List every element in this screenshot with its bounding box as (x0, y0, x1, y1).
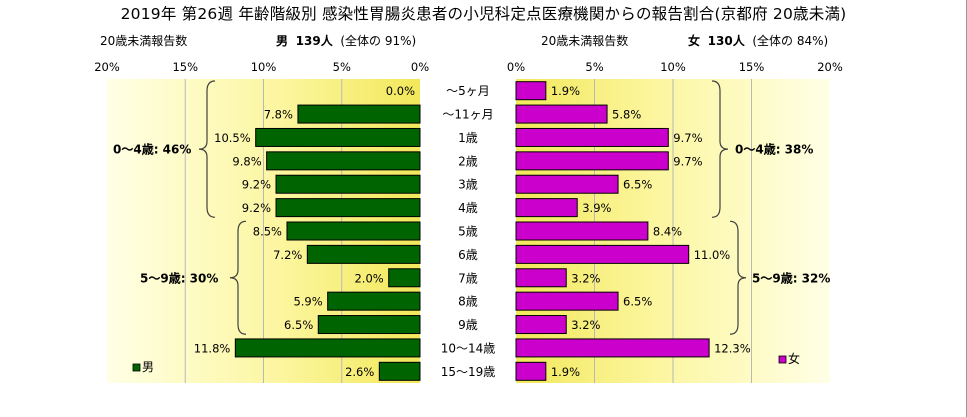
male-data-label: 9.8% (232, 154, 261, 168)
male-bar (306, 244, 421, 264)
male-header-summary: 男 139人 (全体の 91%) (276, 32, 416, 49)
male-bar (255, 127, 421, 147)
male-header-left: 20歳未満報告数 (100, 34, 188, 48)
male-bar (266, 151, 421, 171)
female-bar (515, 151, 669, 171)
male-x-tick-label: 15% (172, 60, 198, 74)
female-data-label: 3.2% (571, 271, 600, 285)
female-bar (515, 338, 710, 358)
male-group-bracket (229, 220, 247, 335)
male-x-tick-label: 10% (251, 60, 277, 74)
category-label: 3歳 (458, 178, 478, 192)
male-data-label: 6.5% (284, 318, 313, 332)
female-header-label: 女 (688, 34, 701, 48)
category-label: 10〜14歳 (441, 341, 496, 355)
female-data-label: 11.0% (694, 248, 731, 262)
male-legend-label: 男 (142, 360, 154, 374)
male-bar (327, 291, 421, 311)
male-header-share: (全体の 91%) (340, 34, 417, 48)
male-group-bracket (198, 80, 216, 218)
male-group-label: 0〜4歳: 46% (113, 142, 191, 157)
chart-title: 2019年 第26週 年齢階級別 感染性胃腸炎患者の小児科定点医療機関からの報告… (120, 5, 847, 23)
female-data-label: 6.5% (623, 295, 652, 309)
category-label: 1歳 (458, 131, 478, 145)
category-label: 2歳 (458, 154, 478, 168)
female-legend-swatch (778, 355, 787, 364)
female-bar (515, 81, 547, 101)
female-bar (515, 174, 619, 194)
female-header-left: 20歳未満報告数 (541, 34, 629, 48)
male-bar (378, 361, 421, 381)
female-bar (515, 104, 608, 124)
male-data-label: 2.6% (345, 365, 374, 379)
female-group-label: 0〜4歳: 38% (735, 142, 813, 157)
female-bar (515, 198, 578, 218)
female-x-tick-label: 20% (817, 60, 843, 74)
male-data-label: 0.0% (386, 84, 415, 98)
category-label: 5歳 (458, 225, 478, 239)
female-group-bracket (711, 80, 729, 218)
female-data-label: 6.5% (623, 178, 652, 192)
male-data-label: 9.2% (242, 201, 271, 215)
male-bar (275, 174, 421, 194)
female-bar (515, 221, 649, 241)
category-label: 15〜19歳 (441, 365, 496, 379)
female-data-label: 9.7% (673, 154, 702, 168)
male-data-label: 5.9% (293, 295, 322, 309)
female-group-label: 5〜9歳: 32% (752, 270, 830, 285)
male-legend-swatch (132, 363, 141, 372)
female-data-label: 12.3% (714, 341, 751, 355)
female-legend-label: 女 (788, 351, 800, 366)
male-data-label: 9.2% (242, 178, 271, 192)
female-bar (515, 268, 567, 288)
male-data-label: 11.8% (194, 341, 231, 355)
female-bar (515, 244, 690, 264)
category-label: 9歳 (458, 318, 478, 332)
female-header-summary: 女 130人 (全体の 84%) (688, 32, 828, 49)
female-header-count: 130人 (707, 34, 745, 48)
female-x-tick-label: 10% (660, 60, 686, 74)
category-label: 〜5ヶ月 (446, 84, 490, 98)
female-data-label: 1.9% (551, 84, 580, 98)
category-label: 〜11ヶ月 (442, 108, 493, 122)
male-bar (286, 221, 421, 241)
female-data-label: 3.2% (571, 318, 600, 332)
female-bar (515, 291, 619, 311)
female-bar (515, 315, 567, 335)
female-data-label: 8.4% (653, 225, 682, 239)
male-header-count: 139人 (295, 34, 333, 48)
male-header-label: 男 (276, 34, 289, 48)
female-header-share: (全体の 84%) (752, 34, 829, 48)
female-data-label: 9.7% (673, 131, 702, 145)
male-group-label: 5〜9歳: 30% (140, 270, 218, 285)
male-data-label: 7.8% (264, 108, 293, 122)
male-bar (388, 268, 421, 288)
female-data-label: 1.9% (551, 365, 580, 379)
male-data-label: 8.5% (253, 225, 282, 239)
category-label: 7歳 (458, 271, 478, 285)
category-label: 8歳 (458, 295, 478, 309)
female-data-label: 5.8% (612, 108, 641, 122)
male-bar (234, 338, 421, 358)
female-bar (515, 127, 669, 147)
male-data-label: 7.2% (273, 248, 302, 262)
male-x-tick-label: 0% (411, 60, 429, 74)
female-bar (515, 361, 547, 381)
male-data-label: 2.0% (354, 271, 383, 285)
category-label: 4歳 (458, 201, 478, 215)
male-bar (297, 104, 421, 124)
male-bar (317, 315, 421, 335)
male-data-label: 10.5% (214, 131, 251, 145)
female-data-label: 3.9% (582, 201, 611, 215)
male-bar (275, 198, 421, 218)
category-label: 6歳 (458, 248, 478, 262)
male-x-tick-label: 5% (333, 60, 351, 74)
female-x-tick-label: 5% (585, 60, 603, 74)
male-x-tick-label: 20% (94, 60, 120, 74)
female-x-tick-label: 0% (507, 60, 525, 74)
female-x-tick-label: 15% (739, 60, 765, 74)
female-group-bracket (729, 220, 747, 335)
